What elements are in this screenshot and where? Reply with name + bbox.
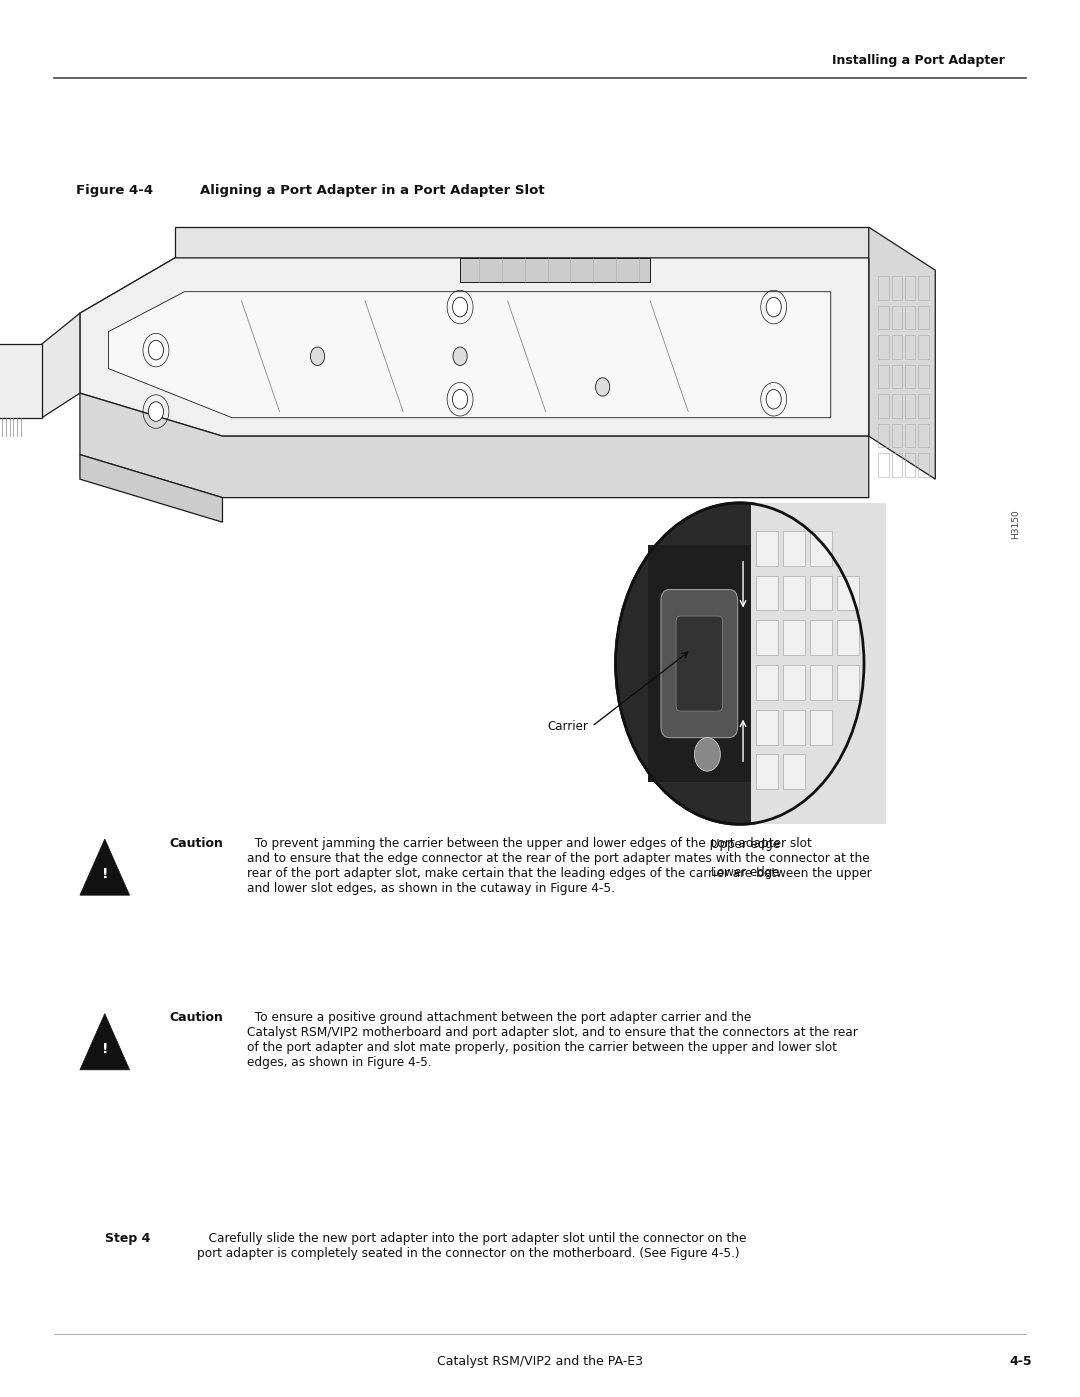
Text: Caution: Caution (170, 837, 224, 849)
Polygon shape (783, 754, 805, 789)
Ellipse shape (453, 346, 468, 366)
Polygon shape (837, 665, 859, 700)
Polygon shape (175, 228, 868, 258)
Text: Aligning a Port Adapter in a Port Adapter Slot: Aligning a Port Adapter in a Port Adapte… (200, 184, 544, 197)
Text: Carrier: Carrier (548, 719, 589, 733)
Polygon shape (756, 754, 778, 789)
Polygon shape (80, 840, 130, 895)
Text: !: ! (102, 1042, 108, 1056)
Text: Catalyst RSM/VIP2 and the PA-E3: Catalyst RSM/VIP2 and the PA-E3 (437, 1355, 643, 1368)
Polygon shape (80, 258, 868, 436)
Polygon shape (751, 503, 886, 824)
Text: Step 4: Step 4 (105, 1232, 150, 1245)
Polygon shape (80, 454, 222, 522)
Polygon shape (810, 576, 832, 610)
Polygon shape (756, 665, 778, 700)
Text: 4-5: 4-5 (1010, 1355, 1032, 1368)
Polygon shape (810, 620, 832, 655)
FancyBboxPatch shape (661, 590, 738, 738)
Circle shape (766, 390, 781, 409)
Text: Upper edge: Upper edge (711, 838, 780, 851)
Polygon shape (783, 531, 805, 566)
Text: Installing a Port Adapter: Installing a Port Adapter (832, 54, 1004, 67)
Polygon shape (837, 576, 859, 610)
Polygon shape (756, 531, 778, 566)
Polygon shape (460, 258, 650, 282)
Circle shape (616, 503, 864, 824)
Polygon shape (42, 313, 80, 418)
Polygon shape (868, 228, 935, 479)
Polygon shape (783, 710, 805, 745)
Polygon shape (810, 531, 832, 566)
Polygon shape (756, 710, 778, 745)
Circle shape (766, 298, 781, 317)
Circle shape (694, 738, 720, 771)
Ellipse shape (310, 346, 325, 366)
Text: Carefully slide the new port adapter into the port adapter slot until the connec: Carefully slide the new port adapter int… (197, 1232, 746, 1260)
Text: Caution: Caution (170, 1011, 224, 1024)
Polygon shape (648, 545, 751, 782)
Polygon shape (80, 258, 175, 393)
Polygon shape (783, 576, 805, 610)
Polygon shape (756, 576, 778, 610)
Polygon shape (0, 344, 42, 418)
Polygon shape (810, 665, 832, 700)
Circle shape (453, 298, 468, 317)
Polygon shape (108, 292, 831, 418)
Polygon shape (80, 1014, 130, 1070)
Ellipse shape (595, 377, 610, 397)
Circle shape (148, 402, 163, 422)
Polygon shape (783, 620, 805, 655)
Polygon shape (837, 620, 859, 655)
Text: !: ! (102, 868, 108, 882)
Text: To ensure a positive ground attachment between the port adapter carrier and the
: To ensure a positive ground attachment b… (247, 1011, 859, 1070)
Text: Figure 4-4: Figure 4-4 (76, 184, 152, 197)
Circle shape (148, 341, 163, 360)
Polygon shape (810, 710, 832, 745)
Text: To prevent jamming the carrier between the upper and lower edges of the port ada: To prevent jamming the carrier between t… (247, 837, 872, 895)
FancyBboxPatch shape (676, 616, 723, 711)
Text: H3150: H3150 (1011, 509, 1020, 539)
Circle shape (453, 390, 468, 409)
Polygon shape (783, 665, 805, 700)
Text: Lower edge: Lower edge (711, 866, 780, 879)
Polygon shape (80, 393, 868, 497)
Polygon shape (756, 620, 778, 655)
